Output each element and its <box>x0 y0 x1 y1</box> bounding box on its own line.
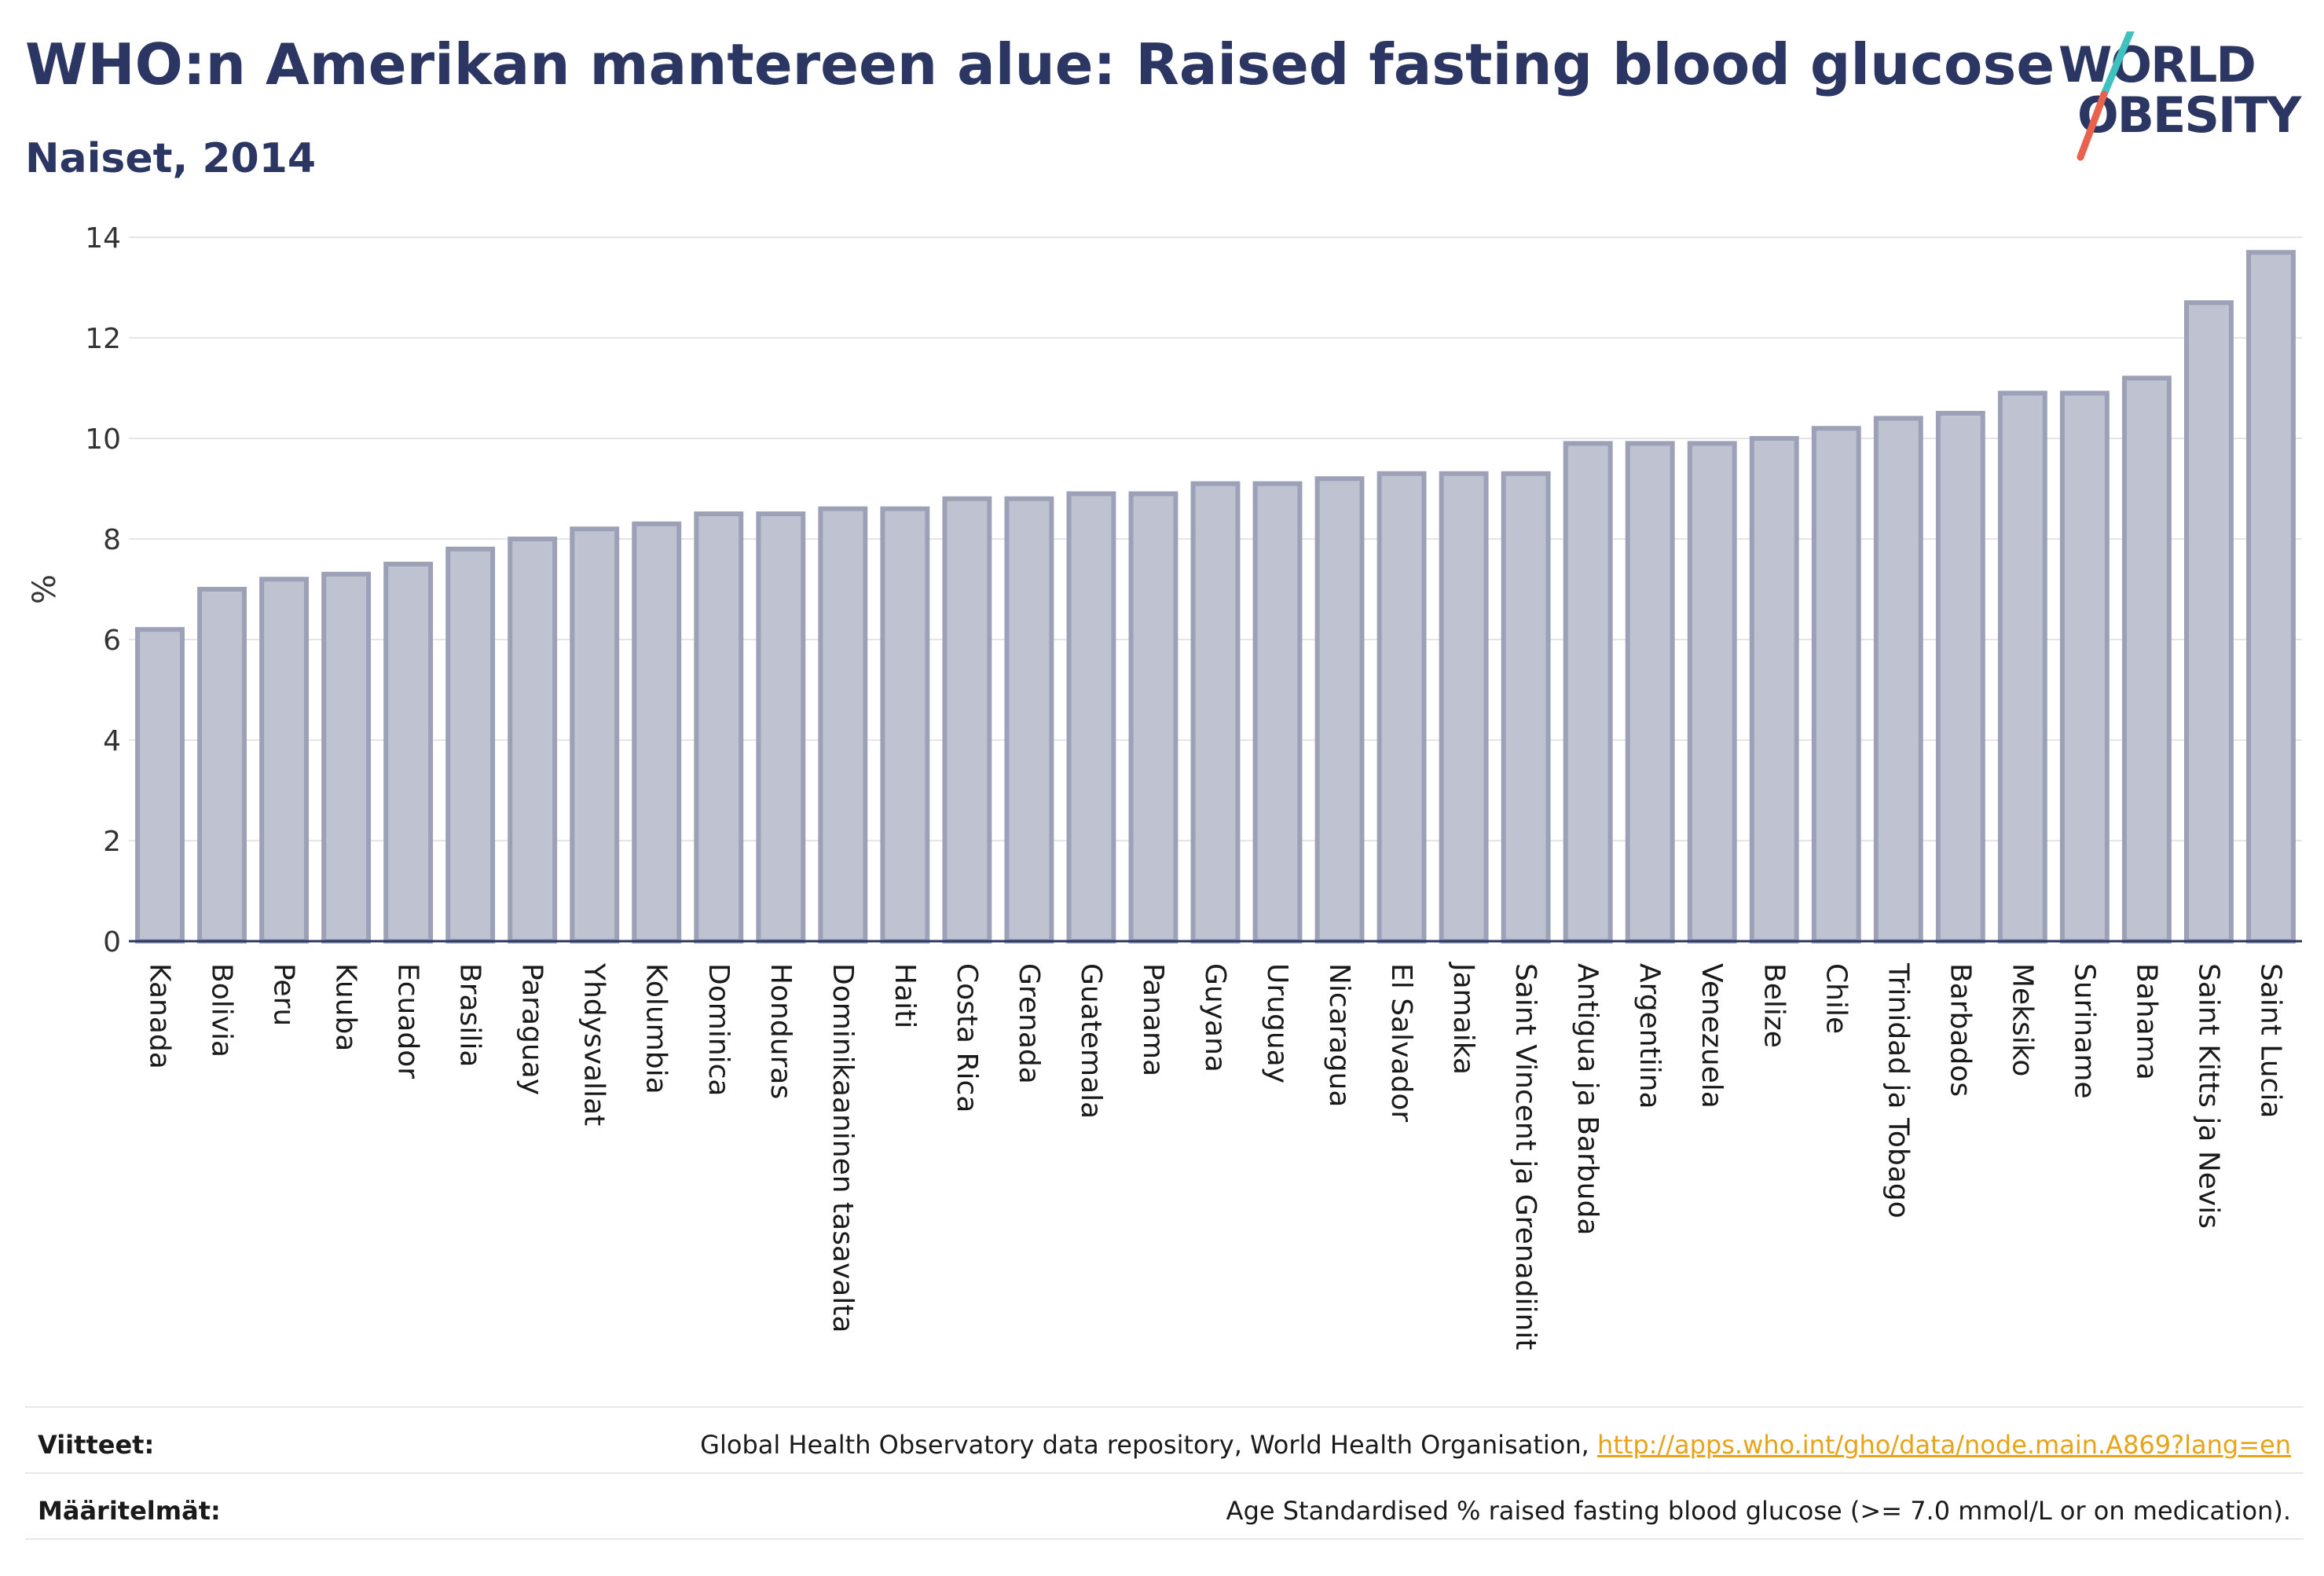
sources-text: Global Health Observatory data repositor… <box>700 1430 1597 1460</box>
logo-text-line2: OBESITY <box>2077 86 2301 144</box>
y-tick-label: 2 <box>103 826 121 858</box>
bar <box>383 562 434 944</box>
bar <box>818 506 868 944</box>
definitions-text: Age Standardised % raised fasting blood … <box>1226 1496 2291 1526</box>
chart-subtitle: Naiset, 2014 <box>25 135 317 182</box>
bar <box>570 526 620 944</box>
x-tick-label: Yhdysvallat <box>578 962 610 1126</box>
bar <box>1376 471 1427 944</box>
x-tick-label: Antigua ja Barbuda <box>1571 963 1604 1235</box>
bar <box>2246 250 2296 944</box>
x-tick-label: Saint Vincent ja Grenadiinit <box>1509 963 1541 1351</box>
bar <box>1997 390 2047 944</box>
bar <box>321 571 372 944</box>
x-tick-label: Jamaika <box>1447 962 1479 1075</box>
footer-divider <box>25 1472 2304 1474</box>
bar <box>1749 436 1799 944</box>
x-tick-label: El Salvador <box>1385 963 1417 1122</box>
bar <box>445 546 496 944</box>
bar <box>1811 426 1861 944</box>
y-tick-label: 4 <box>103 725 121 757</box>
x-tick-label: Uruguay <box>1261 963 1293 1083</box>
bar <box>1252 481 1303 944</box>
bar <box>508 537 558 944</box>
bar <box>1439 471 1489 944</box>
x-tick-label: Honduras <box>764 963 797 1099</box>
bar <box>756 511 806 944</box>
y-tick-label: 0 <box>103 926 121 958</box>
x-tick-label: Kanada <box>144 963 176 1069</box>
footer-divider <box>25 1538 2304 1540</box>
x-tick-label: Saint Kitts ja Nevis <box>2192 963 2224 1229</box>
x-tick-label: Dominikaaninen tasavalta <box>827 963 859 1333</box>
x-tick-label: Guyana <box>1199 963 1231 1072</box>
x-tick-label: Nicaragua <box>1323 963 1355 1107</box>
x-tick-label: Costa Rica <box>951 963 983 1112</box>
bar <box>632 521 682 944</box>
bar <box>259 577 310 944</box>
x-tick-label: Haiti <box>889 963 921 1028</box>
bar-chart: 0 2 4 6 8 10 12 14% Kanada Bolivia Peru Kuuba Ecuado… <box>27 222 2302 1351</box>
bar <box>1563 441 1613 944</box>
sources-value: Global Health Observatory data repositor… <box>700 1430 2291 1460</box>
y-axis-label: % <box>27 574 63 604</box>
definitions-label: Määritelmät: <box>38 1496 221 1526</box>
bar <box>135 627 185 944</box>
bar <box>2059 390 2110 944</box>
sources-label: Viitteet: <box>38 1430 155 1460</box>
bar <box>2121 376 2172 944</box>
bar <box>1873 416 1923 944</box>
bar <box>942 496 992 944</box>
x-tick-label: Saint Lucia <box>2254 963 2286 1118</box>
y-tick-label: 10 <box>85 423 121 456</box>
bar <box>1066 491 1116 944</box>
x-tick-label: Chile <box>1820 963 1852 1034</box>
logo-text-line1: WORLD <box>2058 36 2256 93</box>
bar <box>1004 496 1054 944</box>
bar <box>1190 481 1241 944</box>
y-tick-label: 6 <box>103 625 121 657</box>
bar <box>1935 411 1985 944</box>
bar <box>2184 300 2234 944</box>
bar <box>1501 471 1551 944</box>
x-tick-label: Peru <box>268 963 300 1026</box>
x-tick-label: Kuuba <box>330 963 362 1051</box>
x-tick-label: Ecuador <box>392 963 424 1079</box>
footer-divider <box>25 1406 2304 1408</box>
x-tick-label: Guatemala <box>1075 963 1107 1119</box>
x-tick-label: Kolumbia <box>640 963 673 1094</box>
bar <box>1625 441 1675 944</box>
bar <box>197 587 247 944</box>
bar <box>694 511 744 944</box>
x-tick-label: Grenada <box>1013 963 1045 1084</box>
world-obesity-logo: WORLD OBESITY <box>2058 31 2310 165</box>
x-tick-label: Panama <box>1137 963 1169 1076</box>
x-tick-label: Venezuela <box>1695 963 1728 1109</box>
y-tick-label: 8 <box>103 524 121 556</box>
x-tick-label: Belize <box>1758 963 1790 1048</box>
sources-row: Viitteet: Global Health Observatory data… <box>25 1430 2304 1466</box>
x-tick-label: Bolivia <box>206 963 238 1057</box>
logo-slash-icon <box>2077 31 2135 161</box>
sources-link[interactable]: http://apps.who.int/gho/data/node.main.A… <box>1596 1430 2291 1460</box>
chart-title: WHO:n Amerikan mantereen alue: Raised fa… <box>25 31 2055 97</box>
bar <box>1687 441 1737 944</box>
definitions-row: Määritelmät: Age Standardised % raised f… <box>25 1496 2304 1532</box>
x-tick-label: Trinidad ja Tobago <box>1882 962 1914 1219</box>
bar <box>1128 491 1178 944</box>
x-tick-label: Meksiko <box>2006 963 2038 1076</box>
bar <box>880 506 930 944</box>
x-tick-label: Dominica <box>702 963 735 1097</box>
x-tick-label: Argentiina <box>1633 963 1666 1109</box>
x-tick-label: Paraguay <box>516 963 548 1095</box>
y-tick-label: 12 <box>85 323 121 355</box>
bar <box>1314 476 1365 944</box>
y-tick-label: 14 <box>85 222 121 255</box>
x-tick-label: Suriname <box>2068 963 2100 1099</box>
x-tick-label: Brasilia <box>454 963 486 1067</box>
x-tick-label: Barbados <box>1944 963 1976 1097</box>
x-tick-label: Bahama <box>2130 963 2162 1080</box>
